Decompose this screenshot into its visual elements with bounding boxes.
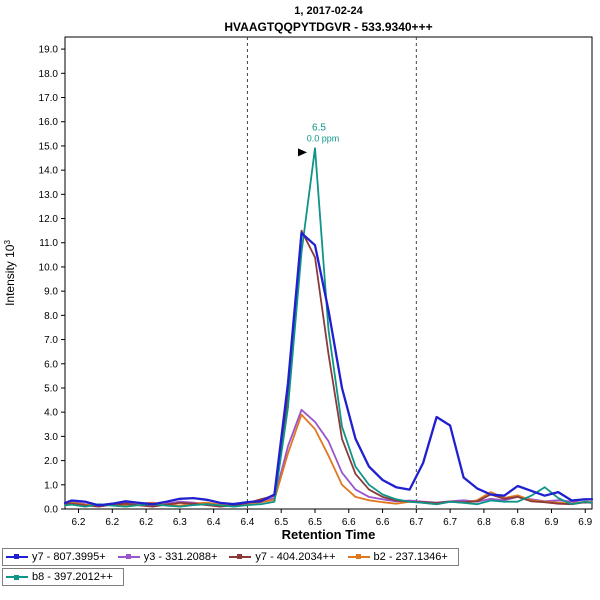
legend-label: b2 - 237.1346+ bbox=[373, 550, 448, 563]
legend-box: y7 - 807.3995+ y3 - 331.2088+ y7 - 404.203… bbox=[2, 547, 459, 566]
y-tick-label: 10.0 bbox=[39, 262, 59, 273]
legend-line-icon bbox=[117, 553, 140, 560]
y-tick-label: 13.0 bbox=[39, 190, 59, 201]
series-line-y7-404-2034 bbox=[64, 229, 593, 508]
plot-border bbox=[64, 36, 593, 510]
legend-item-b2-237-1346: b2 - 237.1346+ bbox=[347, 550, 448, 563]
x-tick-label: 6.5 bbox=[274, 517, 288, 527]
y-tick-label: 5.0 bbox=[44, 383, 58, 394]
legend-line-icon bbox=[6, 574, 28, 581]
legend-item-y3-331-2088: y3 - 331.2088+ bbox=[117, 550, 218, 563]
y-tick-label: 19.0 bbox=[39, 45, 59, 56]
id-arrow-icon bbox=[297, 148, 307, 157]
chromatogram-panel: 1, 2017-02-24 HVAAGTQQPYTDGVR - 533.9340… bbox=[0, 0, 600, 586]
y-axis: 0.0 1.0 2.0 3.0 4.0 5.0 6.0 7.0 8.0 9.0 10.0 11.0 12… bbox=[39, 45, 65, 516]
legend-label: y7 - 807.3995+ bbox=[32, 550, 106, 563]
y-tick-label: 4.0 bbox=[44, 408, 58, 419]
peak-annotation: 6.50.0 ppm bbox=[297, 122, 340, 157]
x-tick-label: 6.6 bbox=[376, 517, 390, 527]
annotation-ppm: 0.0 ppm bbox=[307, 133, 340, 143]
chart-title-replicate: 1, 2017-02-24 bbox=[294, 5, 363, 17]
y-tick-label: 11.0 bbox=[39, 238, 58, 249]
x-tick-label: 6.9 bbox=[545, 517, 559, 527]
y-tick-label: 9.0 bbox=[44, 287, 58, 298]
legend-line-icon bbox=[229, 553, 252, 560]
x-tick-label: 6.9 bbox=[578, 517, 592, 527]
x-tick-label: 6.7 bbox=[443, 517, 457, 527]
y-tick-label: 1.0 bbox=[44, 480, 58, 491]
x-tick-label: 6.2 bbox=[105, 517, 119, 527]
x-axis: 6.2 6.2 6.2 6.3 6.4 6.4 6.5 6.5 6.6 6.6 6.7 6.7 6.8 6… bbox=[72, 509, 593, 527]
x-tick-label: 6.4 bbox=[240, 517, 254, 527]
y-tick-label: 8.0 bbox=[44, 311, 58, 322]
legend-label: y3 - 331.2088+ bbox=[143, 550, 218, 563]
chart-titles: 1, 2017-02-24 HVAAGTQQPYTDGVR - 533.9340… bbox=[65, 0, 592, 35]
legend-item-b8-397-2012: b8 - 397.2012++ bbox=[6, 571, 113, 583]
legend-item-y7-807-3995: y7 - 807.3995+ bbox=[6, 551, 106, 563]
y-tick-label: 3.0 bbox=[44, 432, 58, 443]
y-tick-label: 14.0 bbox=[39, 166, 59, 177]
legend-line-icon bbox=[6, 553, 28, 560]
legend-box: b8 - 397.2012++ bbox=[2, 568, 124, 586]
legend-label: y7 - 404.2034++ bbox=[255, 550, 336, 563]
y-tick-label: 15.0 bbox=[39, 141, 59, 152]
annotation-rt: 6.5 bbox=[312, 122, 326, 133]
y-axis-title: Intensity 103 bbox=[3, 240, 17, 306]
legend-label: b8 - 397.2012++ bbox=[32, 571, 113, 583]
series-line-b2-237-1346 bbox=[64, 413, 593, 507]
y-tick-label: 6.0 bbox=[44, 359, 58, 370]
x-tick-label: 6.6 bbox=[342, 517, 356, 527]
y-tick-label: 12.0 bbox=[39, 214, 59, 225]
legend: y7 - 807.3995+ y3 - 331.2088+ y7 - 404.203… bbox=[0, 547, 600, 586]
x-tick-label: 6.8 bbox=[477, 517, 491, 527]
y-tick-label: 16.0 bbox=[39, 117, 59, 128]
legend-row-2: b8 - 397.2012++ bbox=[2, 568, 600, 586]
y-tick-label: 0.0 bbox=[44, 505, 58, 516]
x-tick-label: 6.5 bbox=[308, 517, 322, 527]
y-tick-label: 17.0 bbox=[39, 93, 59, 104]
x-tick-label: 6.2 bbox=[72, 517, 86, 527]
y-tick-label: 7.0 bbox=[44, 335, 58, 346]
x-axis-title: Retention Time bbox=[281, 527, 376, 542]
x-tick-label: 6.3 bbox=[173, 517, 187, 527]
chart-title-peptide: HVAAGTQQPYTDGVR - 533.9340+++ bbox=[224, 20, 433, 34]
x-tick-label: 6.8 bbox=[511, 517, 525, 527]
y-tick-label: 2.0 bbox=[44, 456, 58, 467]
legend-row-1: y7 - 807.3995+ y3 - 331.2088+ y7 - 404.203… bbox=[2, 547, 600, 566]
x-tick-label: 6.4 bbox=[207, 517, 221, 527]
y-tick-label: 18.0 bbox=[39, 69, 59, 80]
series-line-y7-807-3995 bbox=[63, 231, 594, 507]
x-tick-label: 6.7 bbox=[409, 517, 423, 527]
legend-line-icon bbox=[347, 553, 370, 560]
legend-item-y7-404-2034: y7 - 404.2034++ bbox=[229, 550, 336, 563]
series-line-b8-397-2012 bbox=[64, 147, 593, 508]
x-tick-label: 6.2 bbox=[139, 517, 153, 527]
chromatogram-plot[interactable]: 0.0 1.0 2.0 3.0 4.0 5.0 6.0 7.0 8.0 9.0 10.0 11.0 12… bbox=[0, 35, 600, 527]
